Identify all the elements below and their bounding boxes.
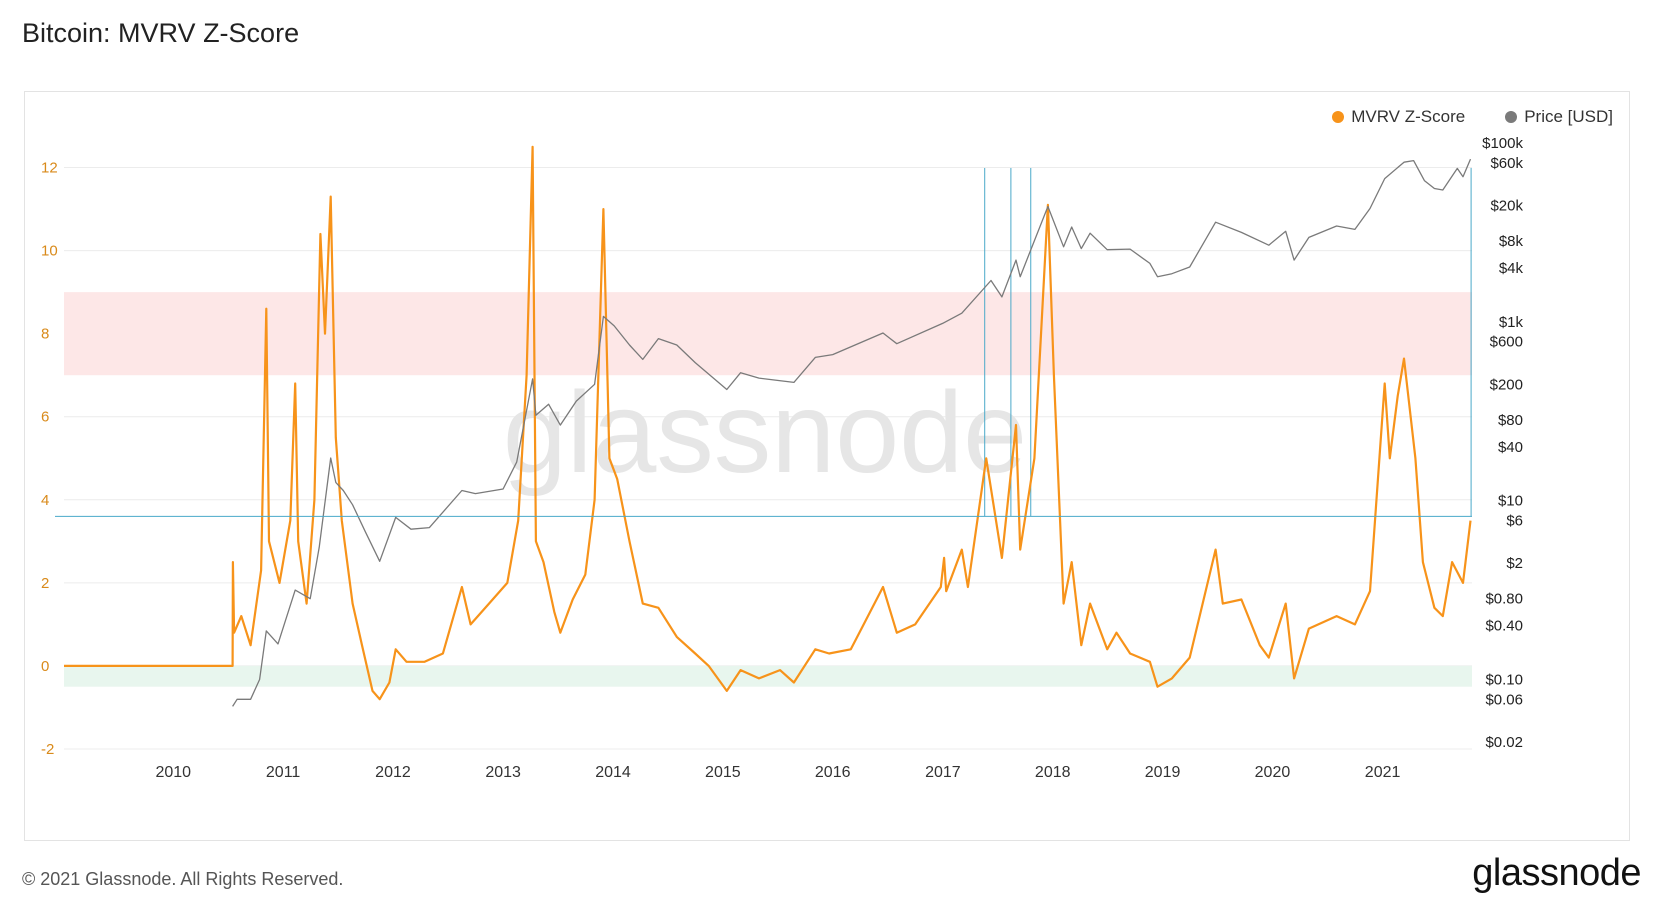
y-left-tick-label: 10 bbox=[41, 243, 58, 260]
x-tick-label: 2015 bbox=[705, 764, 741, 781]
price-line bbox=[232, 158, 1472, 707]
y-right-tick-label: $0.06 bbox=[1485, 691, 1523, 708]
chart-frame bbox=[24, 91, 1630, 841]
y-left-tick-label: 6 bbox=[41, 409, 49, 426]
y-right-tick-label: $60k bbox=[1490, 155, 1523, 172]
x-tick-label: 2021 bbox=[1365, 764, 1401, 781]
y-right-tick-label: $2 bbox=[1506, 555, 1523, 572]
x-tick-label: 2019 bbox=[1145, 764, 1181, 781]
y-right-tick-label: $8k bbox=[1499, 233, 1524, 250]
y-left-tick-label: 2 bbox=[41, 575, 49, 592]
x-tick-label: 2010 bbox=[155, 764, 191, 781]
y-left-tick-label: 0 bbox=[41, 658, 49, 675]
y-right-tick-label: $600 bbox=[1490, 334, 1523, 351]
y-left-tick-label: 8 bbox=[41, 326, 49, 343]
legend-label: MVRV Z-Score bbox=[1351, 107, 1466, 126]
y-right-tick-label: $80 bbox=[1498, 412, 1523, 429]
y-right-tick-label: $10 bbox=[1498, 493, 1523, 510]
y-right-tick-label: $6 bbox=[1506, 513, 1523, 530]
legend-item[interactable]: Price [USD] bbox=[1505, 107, 1613, 127]
watermark-text: glassnode bbox=[503, 369, 1027, 497]
mvrv-zscore-line bbox=[64, 145, 1472, 701]
lower-band bbox=[64, 665, 1472, 687]
y-right-tick-label: $0.02 bbox=[1485, 734, 1523, 751]
y-right-tick-label: $4k bbox=[1499, 260, 1524, 277]
upper-band bbox=[64, 292, 1472, 376]
y-right-tick-label: $0.40 bbox=[1485, 618, 1523, 635]
copyright-footer: © 2021 Glassnode. All Rights Reserved. bbox=[22, 869, 344, 889]
y-right-tick-label: $1k bbox=[1499, 314, 1524, 331]
legend-label: Price [USD] bbox=[1524, 107, 1613, 126]
y-right-tick-label: $200 bbox=[1490, 376, 1523, 393]
y-right-tick-label: $100k bbox=[1482, 135, 1523, 152]
y-right-tick-label: $20k bbox=[1490, 197, 1523, 214]
x-tick-label: 2018 bbox=[1035, 764, 1071, 781]
x-tick-label: 2013 bbox=[485, 764, 521, 781]
brand-logo: glassnode bbox=[1472, 852, 1641, 894]
y-right-tick-label: $0.80 bbox=[1485, 591, 1523, 608]
chart-legend: MVRV Z-Score Price [USD] bbox=[1332, 107, 1613, 127]
legend-item[interactable]: MVRV Z-Score bbox=[1332, 107, 1465, 127]
y-right-tick-label: $40 bbox=[1498, 439, 1523, 456]
y-left-tick-label: 12 bbox=[41, 160, 58, 177]
y-left-tick-label: 4 bbox=[41, 492, 49, 509]
x-tick-label: 2014 bbox=[595, 764, 631, 781]
x-tick-label: 2017 bbox=[925, 764, 961, 781]
y-left-tick-label: -2 bbox=[41, 741, 54, 758]
x-tick-label: 2020 bbox=[1255, 764, 1291, 781]
x-tick-label: 2011 bbox=[266, 764, 301, 781]
x-tick-label: 2012 bbox=[375, 764, 411, 781]
x-tick-label: 2016 bbox=[815, 764, 851, 781]
y-right-tick-label: $0.10 bbox=[1485, 672, 1523, 689]
legend-swatch bbox=[1332, 111, 1345, 123]
legend-swatch bbox=[1505, 111, 1518, 123]
chart-title: Bitcoin: MVRV Z-Score bbox=[22, 18, 300, 48]
